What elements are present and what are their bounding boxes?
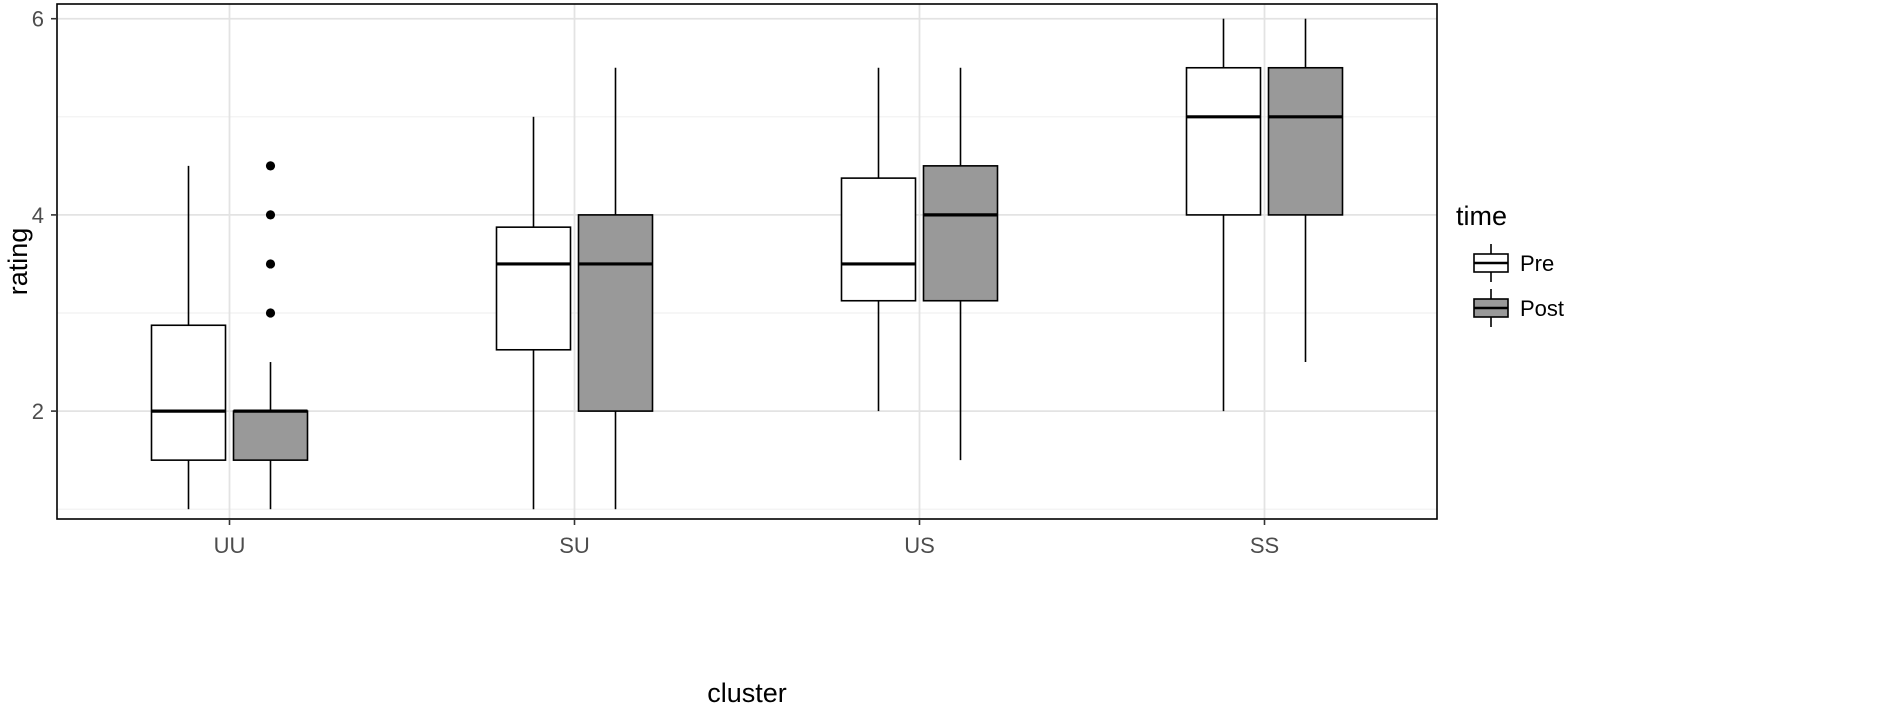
box-body	[1267, 66, 1344, 216]
legend: time Pre Post	[1456, 201, 1564, 327]
box-pre-uu	[150, 165, 227, 510]
box-body	[577, 214, 654, 412]
y-tick-label: 2	[32, 399, 44, 424]
box-body	[840, 177, 917, 302]
legend-title: time	[1456, 201, 1507, 231]
box-body	[922, 165, 999, 302]
outlier-point	[265, 308, 276, 318]
box-body	[1185, 66, 1262, 216]
x-tick-label: SS	[1250, 533, 1279, 558]
outlier-point	[265, 259, 276, 269]
x-tick-label: UU	[214, 533, 246, 558]
box-pre-ss	[1185, 18, 1262, 412]
box-post-uu	[232, 161, 309, 510]
outlier-point	[265, 210, 276, 220]
legend-label-pre: Pre	[1520, 251, 1554, 276]
x-tick-label: US	[904, 533, 935, 558]
y-tick-label: 4	[32, 203, 44, 228]
box-post-us	[922, 67, 999, 461]
x-tick-label: SU	[559, 533, 590, 558]
box-pre-su	[495, 116, 572, 510]
x-axis-title: cluster	[707, 678, 787, 708]
box-post-ss	[1267, 18, 1344, 363]
legend-key-pre	[1473, 244, 1509, 282]
y-tick-label: 6	[32, 7, 44, 32]
y-axis-title: rating	[3, 228, 33, 296]
box-body	[495, 226, 572, 351]
axis-ticks: 2 4 6 UU SU US SS	[32, 7, 1279, 558]
panel-border	[56, 3, 1438, 520]
box-body	[150, 324, 227, 461]
box-layer	[150, 18, 1344, 510]
box-pre-us	[840, 67, 917, 412]
box-post-su	[577, 67, 654, 510]
outlier-point	[265, 161, 276, 171]
box-body	[232, 410, 309, 461]
legend-label-post: Post	[1520, 296, 1564, 321]
legend-key-post	[1473, 289, 1509, 327]
